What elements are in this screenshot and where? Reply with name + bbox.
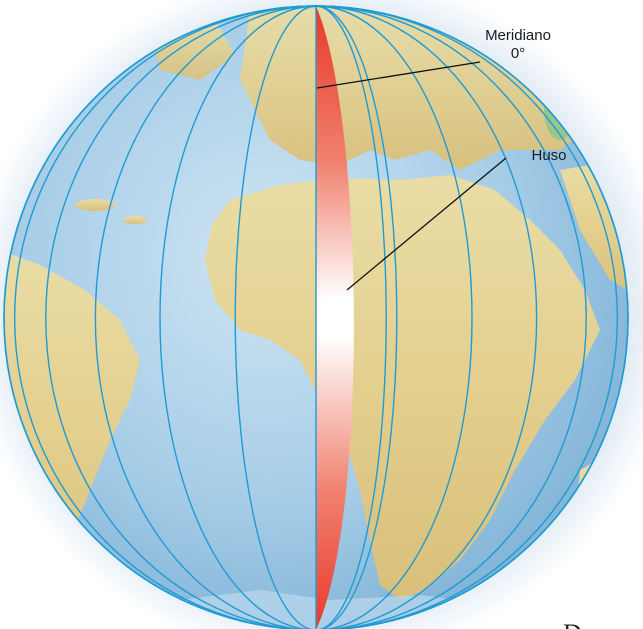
meridian-degree-label: 0° — [511, 45, 525, 62]
caribbean-island — [123, 216, 147, 224]
time-zone-segment-shape — [315, 6, 353, 629]
caribbean-island — [75, 199, 115, 211]
meridian-line — [234, 5, 317, 629]
africa-landmass — [205, 175, 600, 600]
zone-label: Huso — [531, 147, 566, 164]
meridian-line — [14, 5, 317, 629]
zone-boundary-meridian — [315, 5, 387, 629]
globe-outline — [3, 5, 629, 629]
meridian-line — [94, 5, 317, 629]
meridian-line — [315, 5, 587, 629]
meridian-line — [315, 5, 473, 629]
meridian-leader-line — [316, 61, 481, 89]
zone-leader-line — [346, 157, 507, 291]
meridian-line — [159, 5, 317, 629]
footer-text-fragment: Dura — [563, 619, 615, 629]
meridian-lines — [3, 5, 629, 629]
meridian-line — [315, 5, 618, 629]
meridian-line — [315, 5, 538, 629]
meridian-line — [45, 5, 317, 629]
meridian-line — [315, 5, 398, 629]
meridian-label: Meridiano — [485, 27, 551, 44]
